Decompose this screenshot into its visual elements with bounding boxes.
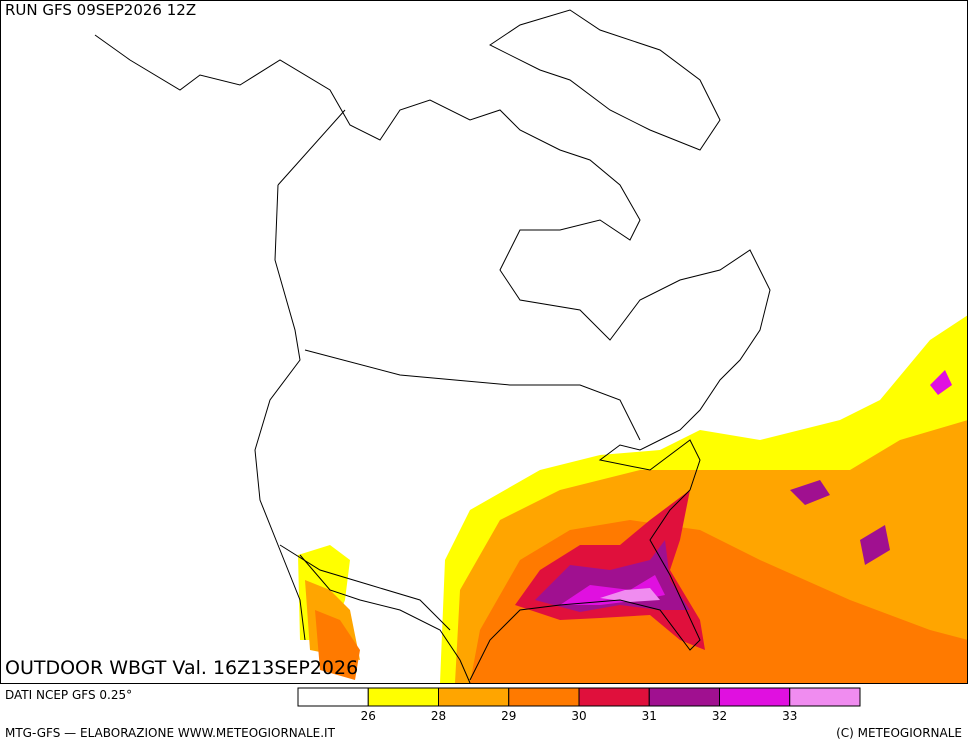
credit: MTG-GFS — ELABORAZIONE WWW.METEOGIORNALE… [5,726,336,740]
copyright: (C) METEOGIORNALE [836,726,962,740]
border [279,544,451,631]
legend-swatch [648,687,720,707]
legend-tick-label: 26 [361,709,376,723]
legend-tick-label: 28 [431,709,446,723]
heat-area [930,370,952,395]
run-label: RUN GFS 09SEP2026 12Z [5,1,196,19]
legend-swatch [367,687,439,707]
heat-area [315,610,360,680]
legend-tick-label: 30 [571,709,586,723]
coastline [299,554,471,684]
map: RUN GFS 09SEP2026 12Z OUTDOOR WBGT Val. … [0,0,968,684]
coastline [94,34,771,681]
legend-tick-label: 29 [501,709,516,723]
legend-swatch [508,687,580,707]
legend-swatch [789,687,861,707]
source: DATI NCEP GFS 0.25° [5,688,132,702]
coastline [254,184,306,641]
legend-swatch [438,687,510,707]
heat-area [600,588,660,602]
map-title: OUTDOOR WBGT Val. 16Z13SEP2026 [5,657,358,679]
heat-area [860,525,890,565]
border [277,109,641,441]
legend-swatch [297,687,369,707]
legend-tick-label: 33 [782,709,797,723]
color-legend: 26 28 29 30 31 32 33 [297,687,861,723]
legend-swatch [578,687,650,707]
legend-swatch [719,687,791,707]
heat-area [790,480,830,505]
legend-tick-label: 31 [642,709,657,723]
legend-tick-label: 32 [712,709,727,723]
coastline [489,9,721,151]
